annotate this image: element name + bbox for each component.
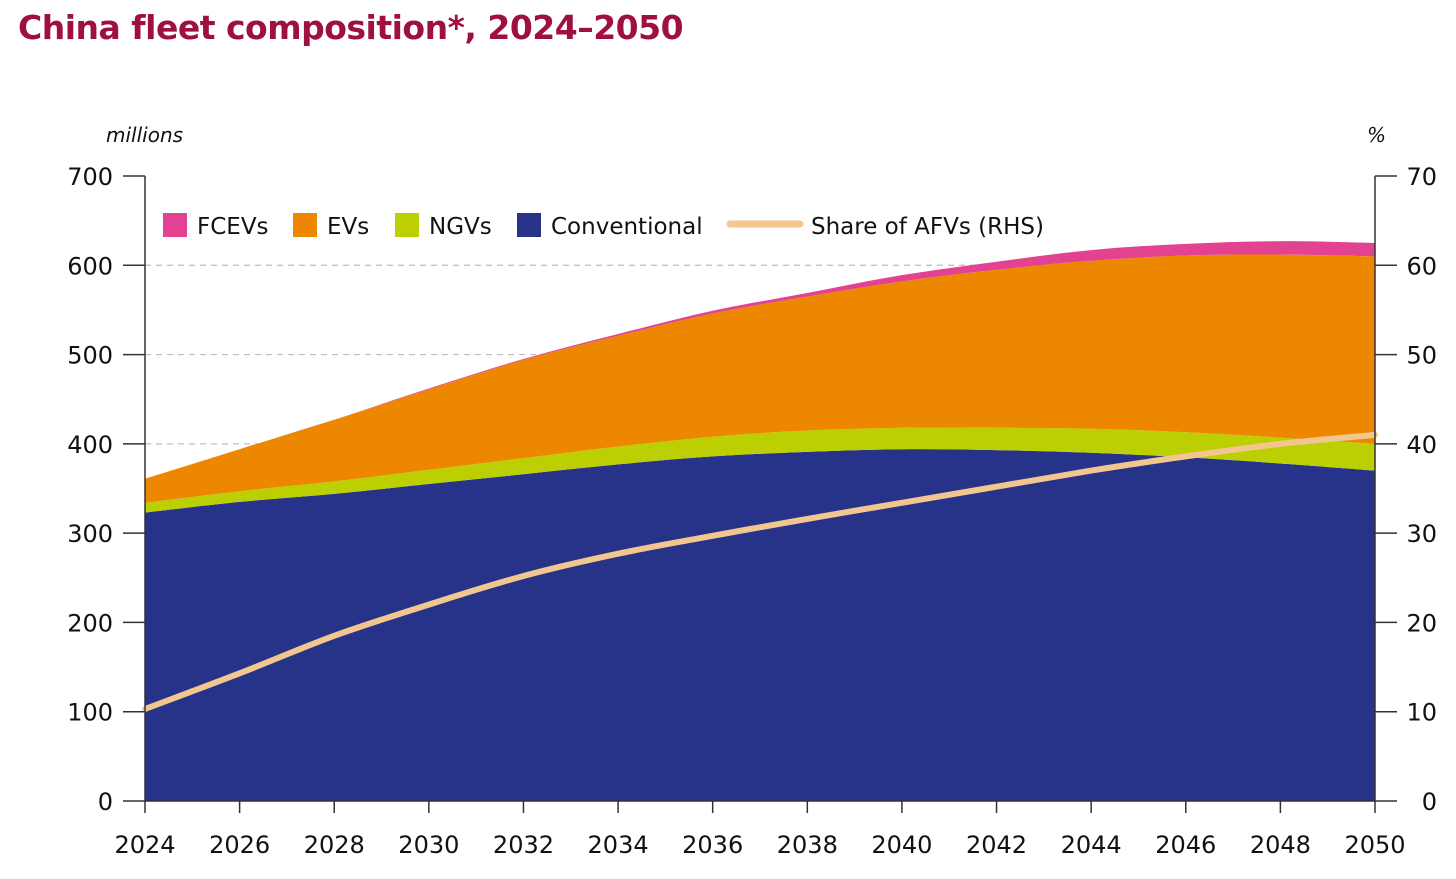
legend-swatch-conventional bbox=[517, 213, 541, 237]
x-tick-label-2028: 2028 bbox=[304, 831, 365, 859]
legend-label-share-of-afvs-rhs: Share of AFVs (RHS) bbox=[811, 214, 1044, 240]
x-tick-label-2032: 2032 bbox=[493, 831, 554, 859]
x-tick-label-2024: 2024 bbox=[114, 831, 175, 859]
x-tick-label-2048: 2048 bbox=[1250, 831, 1311, 859]
x-tick-label-2036: 2036 bbox=[682, 831, 743, 859]
axes: 0100200300400500600700010203040506070202… bbox=[67, 163, 1437, 859]
area-conventional bbox=[145, 449, 1375, 801]
chart-title: China fleet composition*, 2024–2050 bbox=[18, 8, 684, 47]
legend-label-ngvs: NGVs bbox=[429, 214, 492, 240]
left-axis-unit: millions bbox=[106, 123, 183, 147]
x-tick-label-2040: 2040 bbox=[871, 831, 932, 859]
x-tick-label-2034: 2034 bbox=[588, 831, 649, 859]
legend-label-evs: EVs bbox=[327, 214, 369, 240]
legend-label-fcevs: FCEVs bbox=[197, 214, 269, 240]
x-tick-label-2038: 2038 bbox=[777, 831, 838, 859]
left-tick-label-400: 400 bbox=[67, 431, 113, 459]
x-tick-label-2026: 2026 bbox=[209, 831, 270, 859]
right-tick-label-70: 70 bbox=[1406, 163, 1437, 191]
legend-label-conventional: Conventional bbox=[551, 214, 703, 240]
left-tick-label-500: 500 bbox=[67, 342, 113, 370]
right-tick-label-0: 0 bbox=[1422, 788, 1437, 816]
right-tick-label-20: 20 bbox=[1406, 609, 1437, 637]
x-tick-label-2030: 2030 bbox=[398, 831, 459, 859]
right-axis-unit: % bbox=[1367, 123, 1386, 147]
right-tick-label-60: 60 bbox=[1406, 252, 1437, 280]
x-tick-label-2044: 2044 bbox=[1061, 831, 1122, 859]
share-line-group bbox=[142, 431, 1378, 712]
x-tick-label-2046: 2046 bbox=[1155, 831, 1216, 859]
left-tick-label-0: 0 bbox=[98, 788, 113, 816]
left-tick-label-700: 700 bbox=[67, 163, 113, 191]
right-tick-label-10: 10 bbox=[1406, 699, 1437, 727]
legend-swatch-evs bbox=[293, 213, 317, 237]
area-ngvs bbox=[145, 427, 1375, 513]
left-tick-label-200: 200 bbox=[67, 609, 113, 637]
left-tick-label-600: 600 bbox=[67, 252, 113, 280]
x-tick-label-2042: 2042 bbox=[966, 831, 1027, 859]
legend: FCEVs EVs NGVs Conventional Share of AFVs (R… bbox=[163, 213, 1044, 240]
right-tick-label-30: 30 bbox=[1406, 520, 1437, 548]
left-tick-label-100: 100 bbox=[67, 699, 113, 727]
area-evs bbox=[145, 254, 1375, 503]
right-tick-label-40: 40 bbox=[1406, 431, 1437, 459]
right-tick-label-50: 50 bbox=[1406, 342, 1437, 370]
stacked-areas bbox=[145, 241, 1375, 801]
legend-swatch-fcevs bbox=[163, 213, 187, 237]
left-tick-label-300: 300 bbox=[67, 520, 113, 548]
x-tick-label-2050: 2050 bbox=[1344, 831, 1405, 859]
legend-swatch-ngvs bbox=[395, 213, 419, 237]
